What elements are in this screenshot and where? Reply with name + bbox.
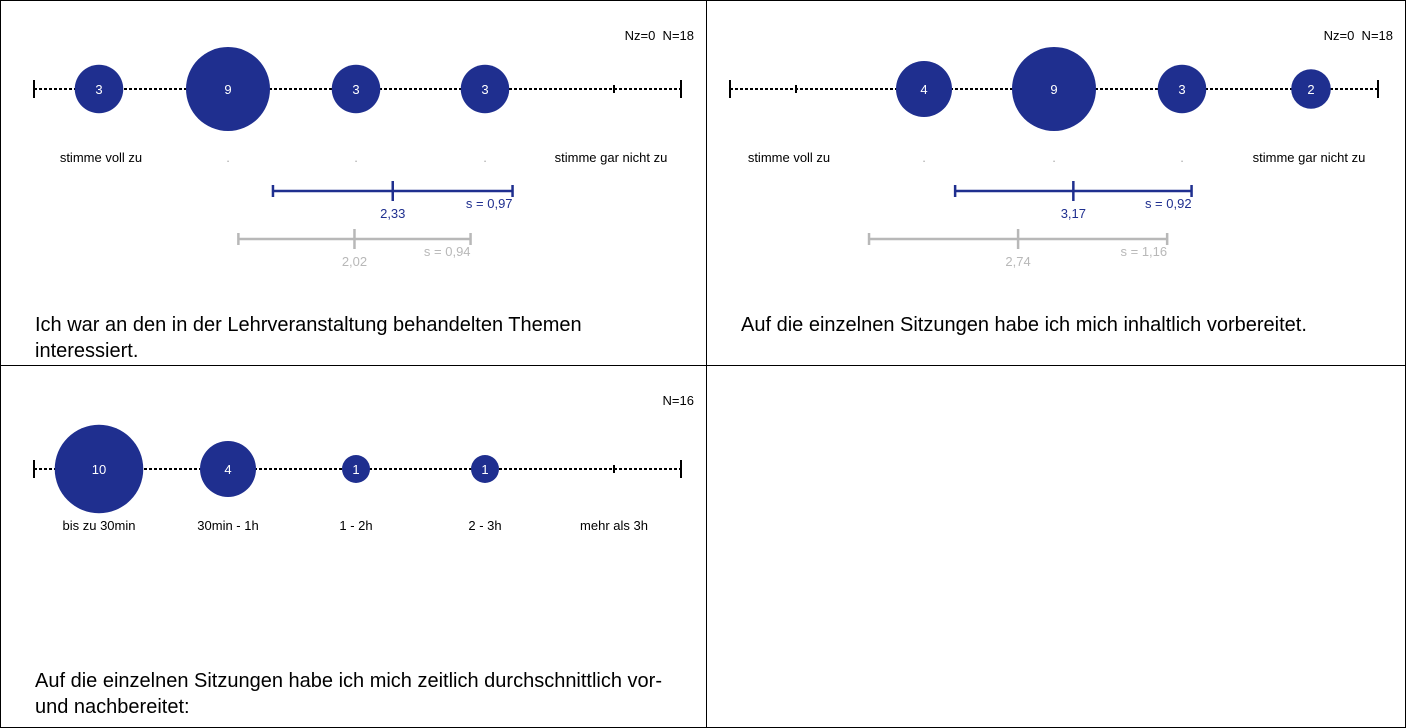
- response-count-label: 3: [1178, 82, 1185, 97]
- scale-label: stimme voll zu: [60, 150, 142, 165]
- response-bubble: [342, 455, 370, 483]
- counts-label: Nz=0 N=18: [624, 28, 694, 43]
- response-count-label: 1: [481, 462, 488, 477]
- response-bubble: [54, 424, 144, 514]
- response-count-label: 10: [92, 462, 106, 477]
- response-count-label: 1: [352, 462, 359, 477]
- mean-mean-label: 2,33: [380, 206, 405, 221]
- reference-sd-label: s = 0,94: [424, 244, 471, 259]
- question-panel-preparation-time: N=16 10 4 1 1 bis zu 30min 30min - 1h 1 - 2h 2 …: [0, 365, 707, 728]
- response-bubble: [331, 64, 381, 114]
- scale-label: .: [1180, 150, 1184, 165]
- scale-label: mehr als 3h: [580, 518, 648, 533]
- reference-sd-label: s = 1,16: [1121, 244, 1168, 259]
- response-bubble: [74, 64, 124, 114]
- empty-panel: [706, 365, 1406, 728]
- counts-label: Nz=0 N=18: [1323, 28, 1393, 43]
- scale-label: .: [226, 150, 230, 165]
- response-count-label: 9: [224, 82, 231, 97]
- response-count-label: 3: [95, 82, 102, 97]
- response-bubble: [471, 455, 499, 483]
- mean-sd-label: s = 0,97: [466, 196, 513, 211]
- question-text: Auf die einzelnen Sitzungen habe ich mic…: [741, 314, 1307, 336]
- scale-label: stimme gar nicht zu: [1253, 150, 1366, 165]
- scale-label: 30min - 1h: [197, 518, 258, 533]
- scale-label: .: [483, 150, 487, 165]
- response-count-label: 3: [352, 82, 359, 97]
- counts-label: N=16: [662, 393, 694, 408]
- distribution-chart-preparation-content: 4 9 3 2 stimme voll zu... stimme gar nicht zu…: [729, 47, 1379, 269]
- reference-mean-label: 2,02: [342, 254, 367, 269]
- mean-sd-label: s = 0,92: [1145, 196, 1192, 211]
- response-count-label: 4: [920, 82, 927, 97]
- scale-label: 1 - 2h: [339, 518, 372, 533]
- question-panel-interest: Nz=0 N=18 3 9 3 3 stimme voll zu... stimme ga…: [0, 0, 707, 366]
- response-bubble: [1157, 64, 1207, 114]
- response-bubble: [1012, 47, 1096, 131]
- mean-mean-label: 3,17: [1061, 206, 1086, 221]
- response-count-label: 9: [1050, 82, 1057, 97]
- response-bubble: [896, 61, 952, 117]
- scale-label: .: [354, 150, 358, 165]
- scale-label: bis zu 30min: [63, 518, 136, 533]
- scale-label: .: [922, 150, 926, 165]
- question-text: Ich war an den in der Lehrveranstaltung …: [35, 314, 582, 362]
- response-count-label: 4: [224, 462, 231, 477]
- scale-label: stimme voll zu: [748, 150, 830, 165]
- question-panel-preparation-content: Nz=0 N=18 4 9 3 2 stimme voll zu... stimme ga…: [706, 0, 1406, 366]
- response-bubble: [460, 64, 510, 114]
- scale-label: .: [1052, 150, 1056, 165]
- response-bubble: [186, 47, 270, 131]
- response-bubble: [1291, 69, 1331, 109]
- scale-label: stimme gar nicht zu: [555, 150, 668, 165]
- response-count-label: 2: [1307, 82, 1314, 97]
- reference-mean-label: 2,74: [1005, 254, 1030, 269]
- distribution-chart-preparation-time: 10 4 1 1 bis zu 30min 30min - 1h 1 - 2h 2 - 3h m…: [33, 424, 682, 533]
- distribution-chart-interest: 3 9 3 3 stimme voll zu... stimme gar nicht zu…: [33, 47, 682, 269]
- response-count-label: 3: [481, 82, 488, 97]
- scale-label: 2 - 3h: [468, 518, 501, 533]
- response-bubble: [200, 441, 256, 497]
- question-text: Auf die einzelnen Sitzungen habe ich mic…: [35, 670, 663, 718]
